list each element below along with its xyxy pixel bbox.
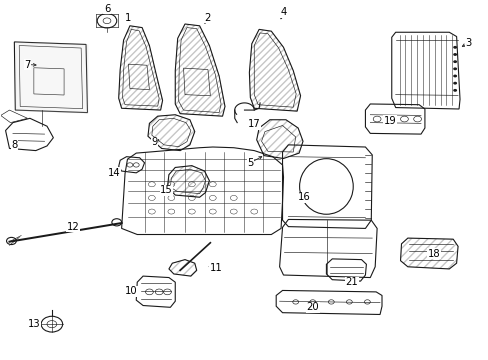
Text: 3: 3 <box>465 38 471 48</box>
Text: 20: 20 <box>306 302 319 312</box>
Text: 13: 13 <box>27 319 40 329</box>
Text: 18: 18 <box>427 248 439 258</box>
Circle shape <box>452 53 456 56</box>
Text: 14: 14 <box>107 168 120 178</box>
Circle shape <box>452 75 456 77</box>
Circle shape <box>452 82 456 85</box>
Text: 8: 8 <box>11 140 18 150</box>
Text: 19: 19 <box>383 116 395 126</box>
Text: 15: 15 <box>160 185 172 195</box>
Text: 17: 17 <box>247 120 260 129</box>
Text: 16: 16 <box>297 192 310 202</box>
Circle shape <box>452 89 456 92</box>
Text: 21: 21 <box>345 277 357 287</box>
Text: 5: 5 <box>246 158 253 168</box>
Text: 6: 6 <box>103 4 110 14</box>
Text: 9: 9 <box>151 138 157 147</box>
Text: 10: 10 <box>125 286 138 296</box>
Text: 12: 12 <box>66 222 79 231</box>
Circle shape <box>452 67 456 70</box>
Text: 1: 1 <box>125 13 131 23</box>
Text: 4: 4 <box>280 7 286 17</box>
Circle shape <box>452 60 456 63</box>
Circle shape <box>452 46 456 49</box>
Text: 2: 2 <box>204 13 211 23</box>
Text: 11: 11 <box>209 263 222 273</box>
Text: 7: 7 <box>24 59 31 69</box>
